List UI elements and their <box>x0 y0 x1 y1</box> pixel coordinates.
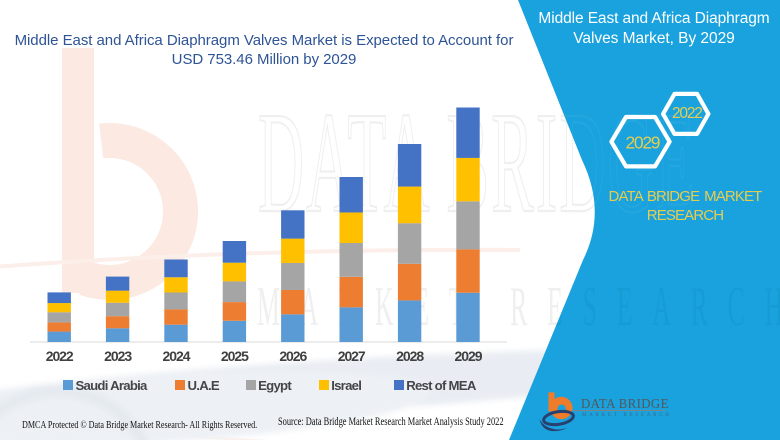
svg-text:2022: 2022 <box>672 105 702 122</box>
svg-text:2029: 2029 <box>626 132 660 152</box>
